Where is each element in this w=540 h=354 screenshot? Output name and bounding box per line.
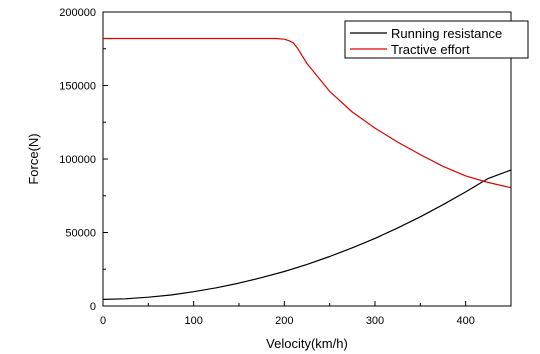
- x-tick-label: 200: [275, 315, 293, 327]
- x-axis-ticks: 0 100 200 300 400: [100, 301, 475, 327]
- legend: Running resistance Tractive effort: [344, 20, 529, 59]
- legend-label-running-resistance: Running resistance: [391, 26, 502, 41]
- y-axis-label: Force(N): [26, 133, 41, 184]
- plot-area: 0 100 200 300 400 0 50000 100000 150000 200000: [59, 7, 512, 327]
- x-tick-label: 400: [456, 315, 474, 327]
- series-lines: [102, 37, 512, 300]
- legend-label-tractive-effort: Tractive effort: [391, 42, 470, 57]
- y-axis-ticks: 0 50000 100000 150000 200000: [59, 7, 108, 313]
- y-tick-label: 0: [90, 301, 96, 313]
- x-tick-label: 100: [184, 315, 202, 327]
- x-tick-label: 300: [366, 315, 384, 327]
- y-tick-label: 200000: [59, 7, 96, 19]
- y-tick-label: 150000: [59, 81, 96, 93]
- series-line-running-resistance: [102, 169, 512, 300]
- x-tick-label: 0: [100, 315, 106, 327]
- series-line-tractive-effort: [103, 37, 512, 189]
- legend-box: [344, 20, 529, 59]
- y-tick-label: 50000: [65, 228, 96, 240]
- x-axis-label: Velocity(km/h): [266, 336, 348, 351]
- y-tick-label: 100000: [59, 154, 96, 166]
